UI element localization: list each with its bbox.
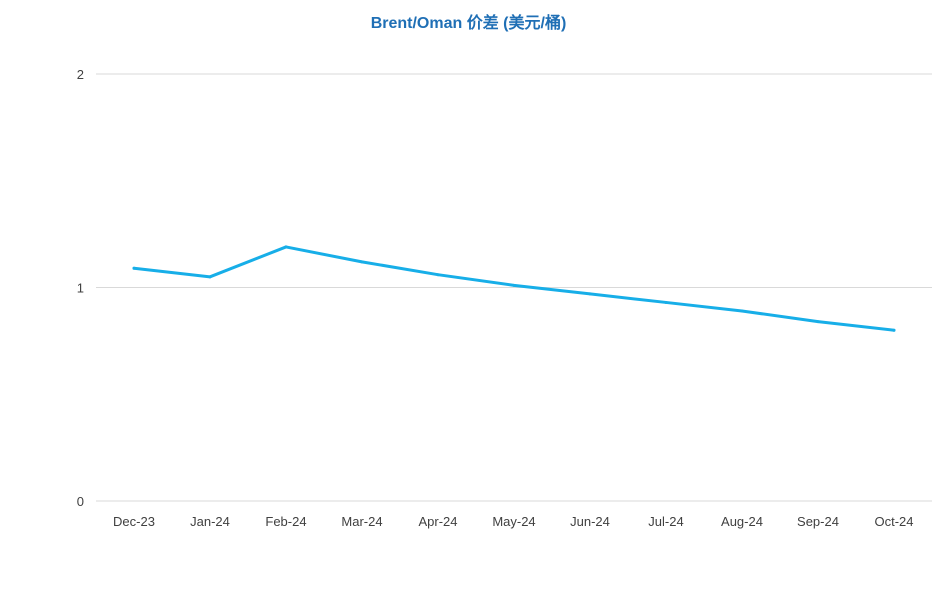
x-tick-label: May-24: [492, 514, 535, 529]
series-line-0: [132, 245, 896, 332]
x-tick-label: Aug-24: [721, 514, 763, 529]
data-point: [588, 292, 592, 296]
data-point: [892, 328, 896, 332]
data-point: [816, 320, 820, 324]
data-point: [740, 309, 744, 313]
x-tick-label: Feb-24: [265, 514, 306, 529]
y-tick-label: 1: [77, 281, 84, 296]
data-point: [360, 260, 364, 264]
x-tick-label: Oct-24: [874, 514, 913, 529]
y-tick-label: 0: [77, 494, 84, 509]
x-tick-label: Jun-24: [570, 514, 610, 529]
data-point: [132, 266, 136, 270]
x-tick-label: Mar-24: [341, 514, 382, 529]
x-tick-label: Jan-24: [190, 514, 230, 529]
data-point: [664, 300, 668, 304]
data-point: [208, 275, 212, 279]
x-tick-label: Dec-23: [113, 514, 155, 529]
x-tick-label: Jul-24: [648, 514, 683, 529]
data-point: [436, 273, 440, 277]
chart-title: Brent/Oman 价差 (美元/桶): [370, 15, 567, 32]
data-point: [512, 283, 516, 287]
x-tick-label: Apr-24: [418, 514, 457, 529]
data-point: [284, 245, 288, 249]
y-tick-label: 2: [77, 67, 84, 82]
x-tick-label: Sep-24: [797, 514, 839, 529]
